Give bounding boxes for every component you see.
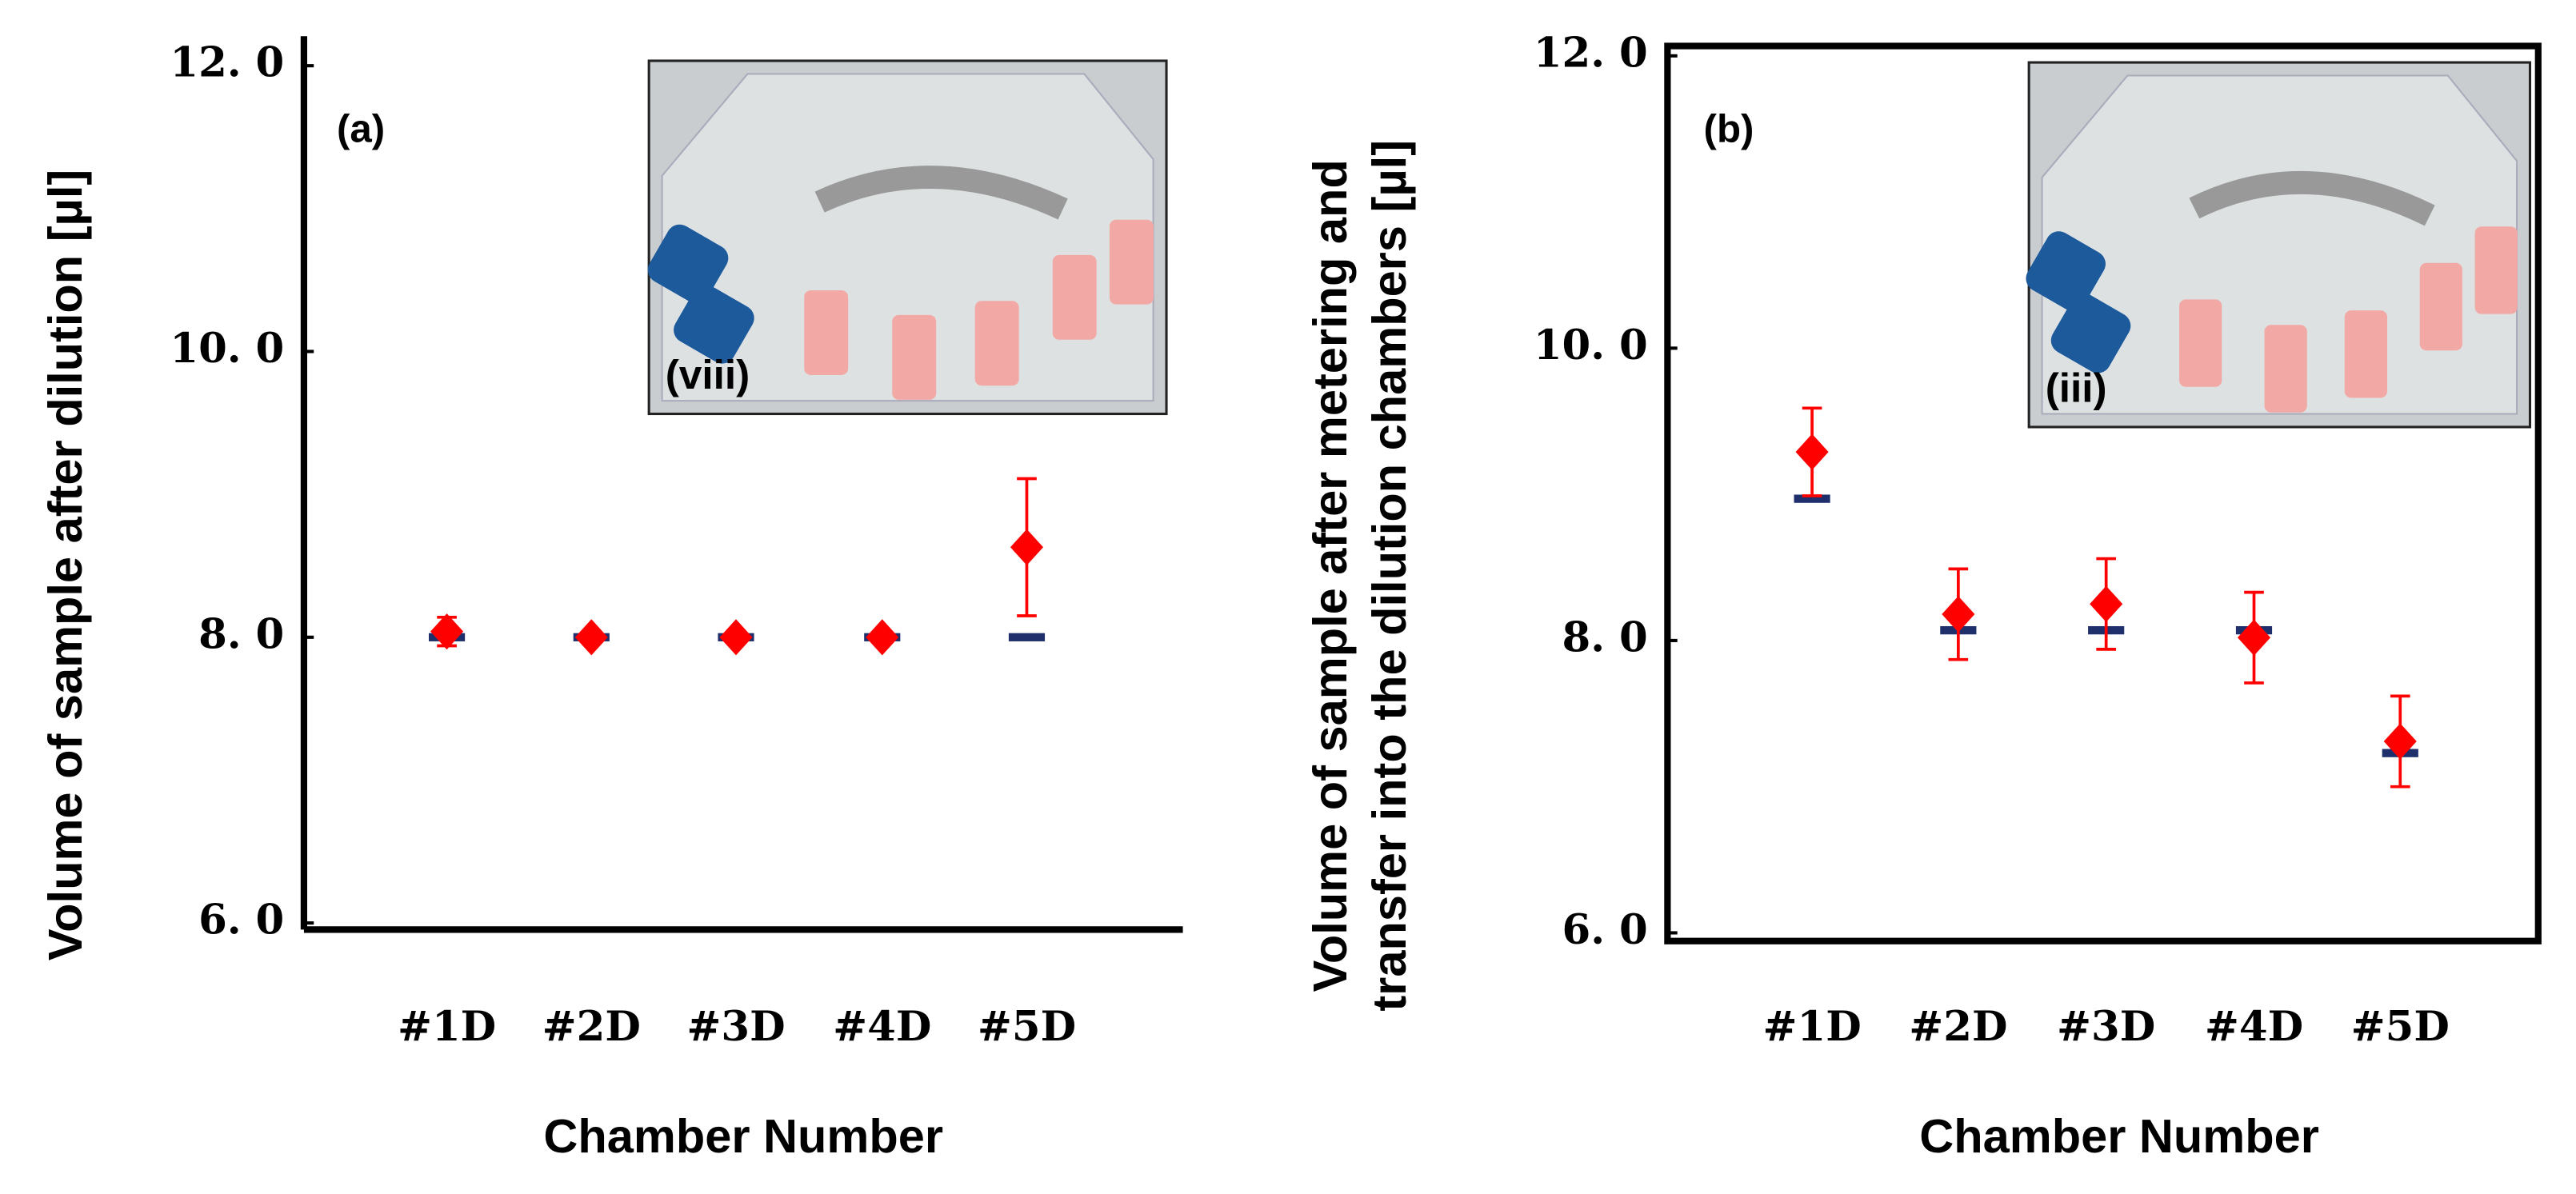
y-tick-label: 12. 0 <box>1534 29 1648 77</box>
y-tick-label: 10. 0 <box>170 325 284 373</box>
blue-well <box>674 284 754 364</box>
diamond-marker <box>430 613 464 650</box>
x-tick-label: #2D <box>1909 1003 2007 1051</box>
x-tick-label: #5D <box>978 1003 1076 1051</box>
pink-well <box>1052 254 1097 340</box>
dash-marker <box>1794 494 1830 503</box>
pink-well <box>2344 310 2387 398</box>
blue-well <box>2050 293 2131 373</box>
dash-marker <box>1008 633 1046 641</box>
y-axis-title: Volume of sample after dilution [µl] <box>38 170 92 960</box>
x-tick-label: #5D <box>2351 1003 2450 1051</box>
x-tick-label: #1D <box>1762 1003 1861 1051</box>
y-axis-title: Volume of sample after metering and <box>1303 159 1357 992</box>
pink-well <box>1109 219 1154 305</box>
x-tick-label: #3D <box>2057 1003 2155 1051</box>
x-axis-title: Chamber Number <box>543 1109 943 1163</box>
y-tick-label: 8. 0 <box>198 610 284 658</box>
x-tick-label: #4D <box>2205 1003 2303 1051</box>
x-tick-label: #2D <box>542 1003 641 1051</box>
y-tick-label: 10. 0 <box>1534 321 1648 369</box>
y-tick-label: 8. 0 <box>1562 613 1648 661</box>
diamond-marker <box>1010 529 1044 565</box>
diamond-marker <box>574 619 608 656</box>
diamond-marker <box>2237 619 2271 656</box>
diamond-marker <box>866 619 899 656</box>
pink-well <box>2474 226 2518 314</box>
diamond-marker <box>1942 596 1975 633</box>
pink-well <box>2179 299 2222 387</box>
y-tick-label: 12. 0 <box>170 39 284 87</box>
x-axis-title: Chamber Number <box>1919 1109 2319 1163</box>
pink-well <box>892 314 937 400</box>
blue-well <box>647 224 729 304</box>
panel-label: (a) <box>337 106 385 150</box>
chip <box>661 73 1154 402</box>
pink-well <box>804 290 849 375</box>
x-tick-label: #3D <box>686 1003 785 1051</box>
pink-well <box>2264 325 2307 413</box>
panel-label: (b) <box>1704 106 1754 150</box>
channel <box>814 166 1068 220</box>
pink-well <box>2419 262 2462 351</box>
x-tick-label: #1D <box>398 1003 496 1051</box>
channel <box>2189 171 2435 226</box>
diamond-marker <box>2090 585 2123 622</box>
y-tick-label: 6. 0 <box>198 896 284 944</box>
diamond-marker <box>719 619 753 656</box>
diamond-marker <box>1795 433 1829 470</box>
chip <box>2041 74 2518 415</box>
plot-frame <box>1664 42 2542 944</box>
y-axis-title: transfer into the dilution chambers [µl] <box>1362 140 1416 1012</box>
pink-well <box>974 301 1019 386</box>
x-tick-label: #4D <box>833 1003 931 1051</box>
blue-well <box>2026 231 2106 311</box>
chart-panel: (iii) (b) 6. 0 8. 0 10. 0 12. 0 #1D #2D #3D #4D #5… <box>1303 29 2542 1163</box>
inset-label: (viii) <box>666 352 750 397</box>
chart-panel: (viii) (a) 6. 0 8. 0 10. 0 12. 0 #1D #2D #3D #4D #… <box>38 36 1183 1163</box>
y-tick-label: 6. 0 <box>1562 906 1648 954</box>
diamond-marker <box>2383 723 2417 760</box>
inset-label: (iii) <box>2046 365 2107 410</box>
